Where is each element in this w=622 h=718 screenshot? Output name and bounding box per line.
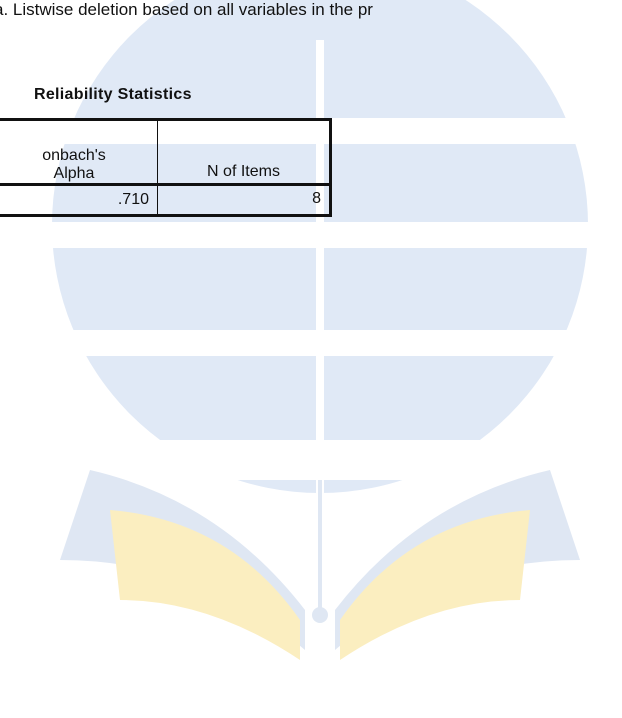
- header-line: Alpha: [53, 165, 95, 182]
- footnote: a. Listwise deletion based on all variab…: [0, 0, 373, 19]
- header-row: onbach's Alpha N of Items: [0, 118, 332, 186]
- table-title: Reliability Statistics: [34, 86, 192, 103]
- book-left-page: [110, 510, 300, 660]
- header-line: N of Items: [207, 163, 280, 180]
- header-cell: N of Items: [157, 118, 332, 186]
- pen-tip: [312, 607, 328, 623]
- data-row: .710 8: [0, 184, 332, 217]
- reliability-table: onbach's Alpha N of Items .710 8: [0, 118, 332, 217]
- cell: 8: [157, 184, 332, 217]
- logo-bands: [40, 40, 600, 600]
- cell: .710: [0, 184, 158, 217]
- book-right-page: [340, 510, 530, 660]
- header-line: onbach's: [42, 147, 106, 164]
- header-cell: onbach's Alpha: [0, 118, 158, 186]
